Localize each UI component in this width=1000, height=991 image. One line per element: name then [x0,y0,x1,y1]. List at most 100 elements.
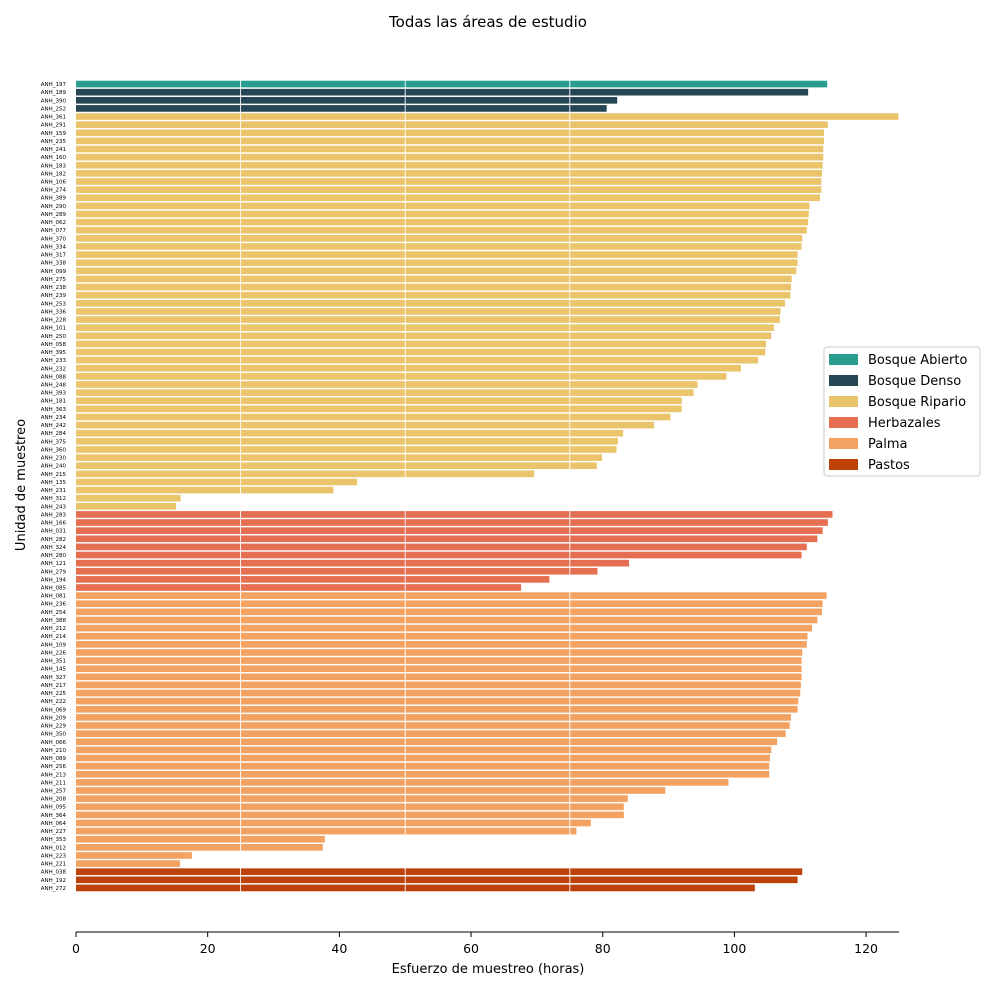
x-tick-label-100: 100 [722,941,746,956]
y-tick-label-ANH_106: ANH_106 [41,180,67,186]
bar-ANH_214 [76,632,808,640]
y-tick-label-ANH_256: ANH_256 [41,764,67,770]
bar-ANH_159 [76,129,824,137]
bar-ANH_324 [76,543,807,551]
y-tick-label-ANH_232: ANH_232 [41,366,66,372]
y-tick-label-ANH_336: ANH_336 [41,309,67,315]
y-tick-label-ANH_088: ANH_088 [41,374,67,380]
y-tick-label-ANH_159: ANH_159 [41,131,67,137]
y-tick-label-ANH_215: ANH_215 [41,472,67,478]
bar-ANH_085 [76,584,522,591]
y-tick-label-ANH_064: ANH_064 [41,821,67,827]
bar-ANH_254 [76,608,822,616]
y-tick-label-ANH_389: ANH_389 [41,196,67,202]
bars [76,80,899,892]
bar-ANH_038 [76,868,803,876]
y-tick-label-ANH_253: ANH_253 [41,301,67,307]
y-tick-label-ANH_213: ANH_213 [41,772,67,778]
y-tick-label-ANH_209: ANH_209 [41,715,67,721]
bar-ANH_338 [76,259,798,267]
bar-ANH_229 [76,722,790,729]
y-tick-label-ANH_238: ANH_238 [41,285,67,291]
y-tick-label-ANH_324: ANH_324 [41,545,67,551]
y-tick-label-ANH_223: ANH_223 [41,853,67,859]
bar-ANH_257 [76,787,666,794]
y-tick-label-ANH_227: ANH_227 [41,829,67,835]
bar-ANH_226 [76,649,803,656]
y-tick-label-ANH_274: ANH_274 [41,188,67,194]
bar-ANH_064 [76,819,591,827]
legend-swatch-bosque-abierto [829,354,858,365]
y-tick-label-ANH_250: ANH_250 [41,334,67,340]
y-tick-label-ANH_284: ANH_284 [41,431,67,437]
bar-ANH_279 [76,567,598,575]
bar-ANH_121 [76,559,630,567]
y-tick-label-ANH_393: ANH_393 [41,391,67,397]
bar-ANH_208 [76,795,628,802]
y-tick-label-ANH_183: ANH_183 [41,163,67,169]
y-tick-label-ANH_182: ANH_182 [41,171,66,177]
y-tick-label-ANH_363: ANH_363 [41,407,67,413]
y-tick-label-ANH_375: ANH_375 [41,439,67,445]
bar-ANH_253 [76,299,786,307]
bar-ANH_275 [76,275,792,283]
bar-ANH_233 [76,356,759,364]
bar-ANH_361 [76,113,899,120]
bar-ANH_243 [76,502,177,510]
y-tick-label-ANH_312: ANH_312 [41,496,66,502]
bar-ANH_375 [76,438,618,445]
y-tick-label-ANH_248: ANH_248 [41,383,67,389]
legend-label-palma: Palma [868,437,907,452]
bar-ANH_160 [76,153,824,161]
y-tick-label-ANH_280: ANH_280 [41,553,67,559]
y-tick-label-ANH_194: ANH_194 [41,577,67,583]
y-tick-label-ANH_226: ANH_226 [41,650,67,656]
bar-ANH_222 [76,697,799,705]
bar-ANH_166 [76,519,828,526]
x-tick-label-40: 40 [331,941,347,956]
y-tick-label-ANH_257: ANH_257 [41,789,67,795]
y-tick-label-ANH_160: ANH_160 [41,155,67,161]
bar-ANH_235 [76,137,824,145]
bar-ANH_099 [76,267,797,275]
bar-ANH_353 [76,835,325,843]
y-tick-label-ANH_395: ANH_395 [41,350,67,356]
bar-ANH_327 [76,673,802,681]
y-tick-label-ANH_145: ANH_145 [41,667,67,673]
legend-label-bosque-ripario: Bosque Ripario [868,395,966,410]
bar-ANH_077 [76,226,807,234]
bar-ANH_334 [76,243,802,250]
bar-ANH_230 [76,454,603,461]
bar-ANH_194 [76,576,550,583]
bar-ANH_274 [76,186,822,193]
y-tick-label-ANH_279: ANH_279 [41,569,67,575]
bar-ANH_284 [76,429,624,437]
bar-ANH_197 [76,80,828,88]
bar-ANH_336 [76,308,781,315]
y-tick-label-ANH_212: ANH_212 [41,626,66,632]
y-tick-label-ANH_166: ANH_166 [41,521,67,527]
y-tick-label-ANH_095: ANH_095 [41,805,67,811]
y-tick-label-ANH_135: ANH_135 [41,480,67,486]
bar-ANH_240 [76,462,597,470]
y-tick-label-ANH_353: ANH_353 [41,837,67,843]
bar-ANH_252 [76,105,607,112]
legend-swatch-herbazales [829,417,858,428]
y-tick-label-ANH_327: ANH_327 [41,675,67,681]
bar-ANH_106 [76,178,822,185]
bar-ANH_223 [76,852,192,859]
y-tick-label-ANH_283: ANH_283 [41,512,67,518]
y-tick-label-ANH_089: ANH_089 [41,756,67,762]
y-tick-label-ANH_361: ANH_361 [41,115,66,121]
y-tick-label-ANH_351: ANH_351 [41,659,66,665]
y-tick-label-ANH_282: ANH_282 [41,537,66,543]
bar-ANH_101 [76,324,774,331]
legend: Bosque Abierto Bosque Denso Bosque Ripario… [823,346,981,477]
bar-ANH_291 [76,121,828,128]
y-tick-label-ANH_364: ANH_364 [41,813,67,819]
bar-ANH_192 [76,876,798,884]
bar-ANH_012 [76,844,323,851]
y-tick-label-ANH_239: ANH_239 [41,293,67,299]
y-tick-label-ANH_101: ANH_101 [41,326,66,332]
bar-ANH_181 [76,397,682,405]
